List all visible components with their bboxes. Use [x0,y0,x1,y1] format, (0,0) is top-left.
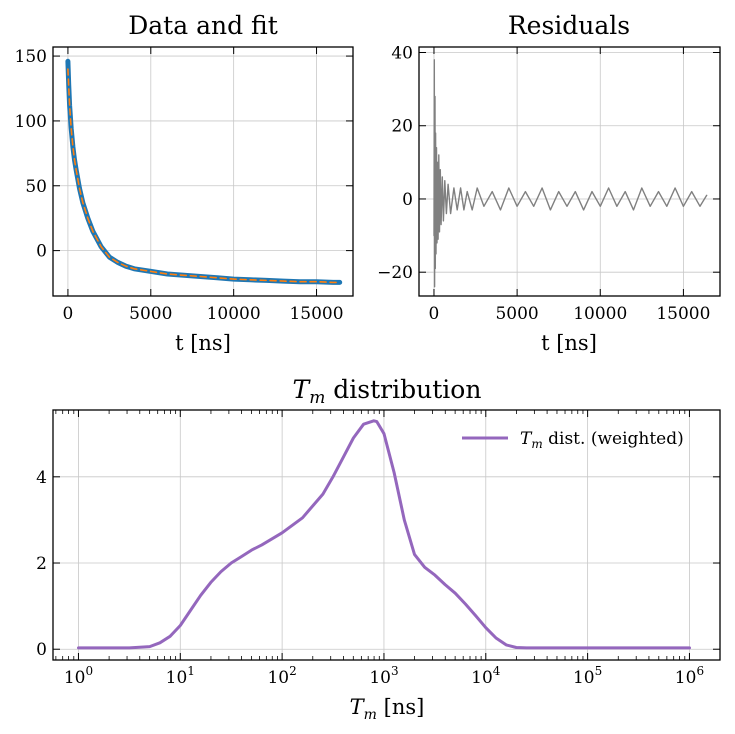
tick-exponent: 2 [289,664,297,678]
grid-group [53,47,353,296]
tick-base: 10 [267,668,289,688]
x-tick-label: 101 [166,664,195,688]
ticks-group [53,410,720,660]
series-line-residuals [433,59,708,288]
x-tick-label: 5000 [495,304,538,324]
x-tick-label: 15000 [656,304,710,324]
x-tick-label: 105 [573,664,602,688]
tick-exponent: 3 [391,664,399,678]
x-tick-label: 106 [675,664,704,688]
series-line-t-m-dist-weighted- [77,419,691,650]
tick-labels-group: 0 5000 10000 15000 0 50 100 150 [15,47,344,324]
chart-title: Tm distribution [293,375,482,408]
title-subscript: m [309,388,325,408]
y-tick-label: 50 [25,177,47,197]
x-tick-label: 104 [471,664,501,688]
x-axis-label: t [ns] [541,331,597,355]
residuals-panel: Residuals 0 5000 10000 15000 −20 0 20 40 t [ns] [377,11,721,355]
tick-base: 10 [675,668,697,688]
tick-base: 10 [166,668,188,688]
tick-labels-group: 0 5000 10000 15000 −20 0 20 40 [377,43,710,324]
y-tick-label: 100 [15,112,47,132]
legend: Tm dist. (weighted) [462,429,684,451]
tick-exponent: 1 [187,664,195,678]
y-tick-label: −20 [377,263,413,283]
y-tick-label: 2 [36,554,47,574]
axes-frame [52,46,354,297]
chart-title: Data and fit [128,11,278,40]
x-axis-label: t [ns] [175,331,231,355]
ticks-group [53,47,353,296]
xlabel-rest: [ns] [377,695,424,719]
y-tick-label: 20 [391,117,413,137]
y-tick-label: 0 [36,640,47,660]
x-tick-label: 5000 [129,304,172,324]
x-tick-label: 100 [64,664,93,688]
series-line-data [65,58,343,285]
x-tick-label: 0 [429,304,440,324]
chart-title: Residuals [508,11,630,40]
title-rest: distribution [325,375,481,404]
y-tick-label: 4 [36,468,47,488]
tick-base: 10 [573,668,595,688]
series-group [77,419,691,650]
tick-base: 10 [471,668,493,688]
x-tick-label: 10000 [207,304,261,324]
legend-symbol: T [520,429,533,449]
x-tick-label: 10000 [573,304,627,324]
ticks-group [419,47,720,296]
y-tick-label: 0 [402,190,413,210]
tick-exponent: 0 [85,664,93,678]
x-tick-label: 102 [267,664,296,688]
tm-distribution-panel: Tm distribution 100 101 102 103 104 105 106024… [36,375,721,723]
data-fit-panel: Data and fit 0 5000 10000 15000 0 50 100 150 t … [15,11,354,355]
x-tick-label: 103 [369,664,398,688]
title-symbol: T [293,375,312,404]
legend-rest: dist. (weighted) [543,429,684,449]
y-tick-label: 0 [36,242,47,262]
y-tick-label: 40 [391,43,413,63]
y-tick-label: 150 [15,47,47,67]
tick-exponent: 5 [595,664,603,678]
tick-base: 10 [64,668,86,688]
legend-subscript: m [531,437,542,451]
tick-base: 10 [369,668,391,688]
series-group [433,59,708,288]
series-group [65,58,343,285]
tick-exponent: 4 [493,664,501,678]
grid-group [419,47,720,296]
tick-exponent: 6 [696,664,704,678]
xlabel-symbol: T [350,695,366,719]
x-tick-label: 0 [63,304,74,324]
axes-frame [418,46,721,297]
axes-frame [52,409,721,661]
x-axis-label: Tm [ns] [350,695,425,723]
x-tick-label: 15000 [289,304,343,324]
legend-entry: Tm dist. (weighted) [520,429,684,451]
series-line-fit [67,68,341,284]
xlabel-subscript: m [364,707,377,723]
